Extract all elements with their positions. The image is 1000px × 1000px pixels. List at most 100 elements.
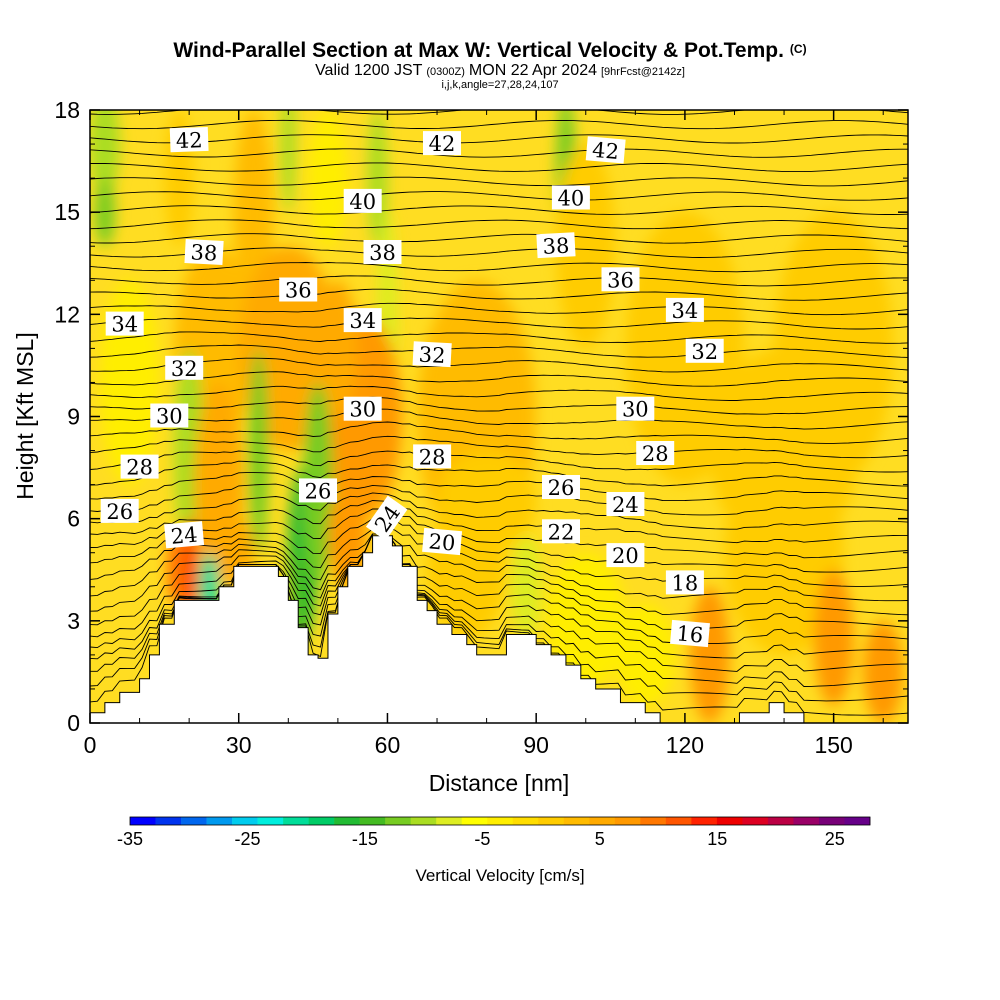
theta-label-box	[120, 454, 159, 479]
x-tick-label: 30	[226, 732, 252, 758]
theta-label-box	[169, 126, 209, 153]
theta-label-text: 28	[126, 456, 153, 480]
theta-contour-line	[90, 247, 908, 258]
theta-label-box	[551, 185, 590, 210]
theta-label-box	[363, 240, 402, 264]
theta-contour-line	[90, 331, 908, 344]
theta-contour-line	[90, 517, 908, 573]
theta-label-box	[150, 403, 189, 428]
theta-contour-line	[90, 472, 908, 502]
theta-contour-line	[90, 344, 908, 358]
velocity-patch	[308, 110, 348, 247]
colorbar-swatch	[767, 817, 794, 825]
theta-label: 42	[585, 136, 626, 164]
theta-label-text: 16	[676, 621, 705, 647]
velocity-field	[90, 110, 904, 723]
theta-contour-line	[90, 450, 908, 473]
theta-contour-line	[90, 262, 908, 273]
theta-label: 26	[299, 478, 337, 503]
velocity-patch	[689, 586, 730, 723]
velocity-patch	[327, 484, 368, 587]
x-tick-label: 90	[523, 732, 549, 758]
colorbar-swatch	[538, 817, 565, 825]
colorbar-tick-label: 25	[825, 829, 845, 849]
theta-label-text: 38	[369, 241, 396, 265]
theta-label: 38	[184, 239, 224, 266]
theta-label-text: 36	[285, 279, 312, 303]
colorbar-swatch	[436, 817, 463, 825]
velocity-patch	[99, 280, 160, 485]
theta-label-box	[685, 338, 724, 363]
colorbar-swatch	[793, 817, 820, 825]
colorbar-tick-label: -5	[474, 829, 490, 849]
theta-contour-line	[90, 533, 908, 672]
theta-label: 36	[279, 277, 318, 303]
theta-label-box	[606, 492, 645, 516]
theta-label-text: 42	[591, 138, 620, 164]
colorbar-frame	[129, 816, 871, 826]
x-tick-label: 120	[666, 732, 704, 758]
theta-contour-line	[90, 385, 908, 401]
theta-contour-line	[90, 527, 908, 587]
theta-label: 32	[685, 338, 724, 364]
theta-label-box	[343, 396, 382, 421]
colorbar-swatch	[130, 817, 156, 825]
theta-label-box	[100, 498, 139, 523]
chart-title: Wind-Parallel Section at Max W: Vertical…	[173, 39, 806, 62]
theta-label: 16	[670, 619, 710, 648]
colorbar-swatch	[232, 817, 258, 825]
theta-contour-line	[90, 483, 908, 516]
theta-label: 30	[616, 396, 655, 422]
theta-label-box	[412, 341, 452, 368]
theta-contour-line	[90, 134, 908, 144]
colorbar-label: Vertical Velocity [cm/s]	[415, 866, 584, 885]
theta-label: 40	[551, 185, 590, 211]
theta-label-text: 34	[111, 313, 138, 337]
theta-label-box	[184, 239, 224, 265]
colorbar-swatch	[742, 817, 769, 825]
colorbar-swatch	[181, 817, 207, 825]
theta-label: 28	[413, 444, 452, 469]
colorbar-swatch	[640, 817, 667, 825]
theta-label-text: 26	[548, 476, 575, 500]
theta-contour-line	[90, 302, 908, 316]
theta-label: 20	[422, 527, 463, 556]
theta-label-text: 22	[548, 520, 575, 544]
theta-label: 32	[165, 355, 204, 381]
y-tick-label: 18	[54, 97, 80, 123]
theta-label-text: 26	[106, 500, 133, 524]
theta-label-box	[636, 441, 675, 465]
colorbar-swatch	[512, 817, 539, 825]
theta-label-box	[585, 136, 626, 164]
y-tick-label: 6	[67, 506, 80, 532]
velocity-patch	[813, 569, 854, 706]
theta-label: 24	[606, 492, 645, 517]
colorbar-swatch	[410, 817, 437, 825]
theta-contour-line	[90, 460, 908, 487]
theta-label-text: 38	[190, 240, 218, 265]
velocity-patch	[511, 535, 542, 638]
colorbar-swatch	[359, 817, 386, 825]
colorbar-swatch	[385, 817, 411, 825]
theta-label-text: 32	[171, 357, 198, 381]
colorbar-swatch	[589, 817, 616, 825]
theta-contour-line	[90, 148, 908, 158]
colorbar-swatch	[334, 817, 360, 825]
theta-label-text: 30	[349, 398, 376, 422]
colorbar-swatch	[206, 817, 233, 825]
theta-label-box	[542, 519, 580, 544]
theta-label-box	[606, 543, 645, 568]
theta-label-text: 36	[607, 268, 634, 292]
theta-label-text: 30	[156, 405, 183, 429]
theta-contour-line	[90, 500, 908, 544]
theta-label-text: 32	[418, 343, 446, 368]
y-tick-label: 0	[67, 710, 80, 736]
theta-contour-line	[90, 357, 908, 373]
theta-label: 30	[343, 396, 382, 422]
colorbar-swatch	[283, 817, 309, 825]
theta-label-text: 20	[428, 529, 457, 555]
theta-label-text: 30	[622, 398, 649, 422]
theta-label: 40	[343, 188, 382, 214]
